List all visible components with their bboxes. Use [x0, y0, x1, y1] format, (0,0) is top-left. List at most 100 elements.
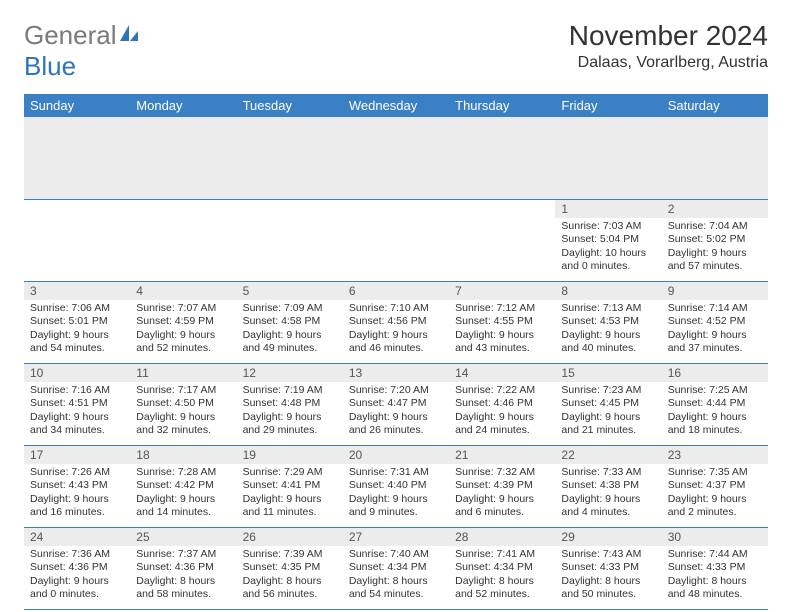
day-number: 7 — [449, 282, 555, 300]
day-number: 19 — [237, 446, 343, 464]
day-details: Sunrise: 7:39 AMSunset: 4:35 PMDaylight:… — [237, 546, 343, 607]
day-details: Sunrise: 7:03 AMSunset: 5:04 PMDaylight:… — [555, 218, 661, 279]
day-number: 12 — [237, 364, 343, 382]
day-details: Sunrise: 7:10 AMSunset: 4:56 PMDaylight:… — [343, 300, 449, 361]
day-number: 27 — [343, 528, 449, 546]
calendar-day: 12Sunrise: 7:19 AMSunset: 4:48 PMDayligh… — [237, 363, 343, 445]
day-details: Sunrise: 7:23 AMSunset: 4:45 PMDaylight:… — [555, 382, 661, 443]
day-number: 28 — [449, 528, 555, 546]
calendar-day — [237, 199, 343, 281]
day-details: Sunrise: 7:36 AMSunset: 4:36 PMDaylight:… — [24, 546, 130, 607]
day-number: 18 — [130, 446, 236, 464]
calendar-day — [449, 199, 555, 281]
calendar-day: 23Sunrise: 7:35 AMSunset: 4:37 PMDayligh… — [662, 445, 768, 527]
day-details: Sunrise: 7:35 AMSunset: 4:37 PMDaylight:… — [662, 464, 768, 525]
calendar-day: 8Sunrise: 7:13 AMSunset: 4:53 PMDaylight… — [555, 281, 661, 363]
calendar-body: 1Sunrise: 7:03 AMSunset: 5:04 PMDaylight… — [24, 199, 768, 609]
calendar-day: 17Sunrise: 7:26 AMSunset: 4:43 PMDayligh… — [24, 445, 130, 527]
calendar-day: 11Sunrise: 7:17 AMSunset: 4:50 PMDayligh… — [130, 363, 236, 445]
day-header-row: SundayMondayTuesdayWednesdayThursdayFrid… — [24, 94, 768, 117]
calendar-day: 10Sunrise: 7:16 AMSunset: 4:51 PMDayligh… — [24, 363, 130, 445]
day-details: Sunrise: 7:06 AMSunset: 5:01 PMDaylight:… — [24, 300, 130, 361]
day-details: Sunrise: 7:41 AMSunset: 4:34 PMDaylight:… — [449, 546, 555, 607]
day-number: 2 — [662, 200, 768, 218]
calendar-day: 20Sunrise: 7:31 AMSunset: 4:40 PMDayligh… — [343, 445, 449, 527]
day-details: Sunrise: 7:16 AMSunset: 4:51 PMDaylight:… — [24, 382, 130, 443]
day-header: Wednesday — [343, 94, 449, 117]
day-details: Sunrise: 7:25 AMSunset: 4:44 PMDaylight:… — [662, 382, 768, 443]
day-header: Tuesday — [237, 94, 343, 117]
day-number: 15 — [555, 364, 661, 382]
day-details: Sunrise: 7:26 AMSunset: 4:43 PMDaylight:… — [24, 464, 130, 525]
calendar-day: 27Sunrise: 7:40 AMSunset: 4:34 PMDayligh… — [343, 527, 449, 609]
calendar-day: 19Sunrise: 7:29 AMSunset: 4:41 PMDayligh… — [237, 445, 343, 527]
calendar-day: 28Sunrise: 7:41 AMSunset: 4:34 PMDayligh… — [449, 527, 555, 609]
day-number: 29 — [555, 528, 661, 546]
title-block: November 2024 Dalaas, Vorarlberg, Austri… — [569, 20, 768, 72]
day-number: 1 — [555, 200, 661, 218]
location: Dalaas, Vorarlberg, Austria — [569, 54, 768, 72]
day-details: Sunrise: 7:40 AMSunset: 4:34 PMDaylight:… — [343, 546, 449, 607]
calendar-day: 9Sunrise: 7:14 AMSunset: 4:52 PMDaylight… — [662, 281, 768, 363]
day-details: Sunrise: 7:32 AMSunset: 4:39 PMDaylight:… — [449, 464, 555, 525]
calendar-day: 21Sunrise: 7:32 AMSunset: 4:39 PMDayligh… — [449, 445, 555, 527]
calendar-day: 7Sunrise: 7:12 AMSunset: 4:55 PMDaylight… — [449, 281, 555, 363]
day-details: Sunrise: 7:44 AMSunset: 4:33 PMDaylight:… — [662, 546, 768, 607]
day-number: 25 — [130, 528, 236, 546]
header: GeneralBlue November 2024 Dalaas, Vorarl… — [24, 20, 768, 82]
day-details: Sunrise: 7:12 AMSunset: 4:55 PMDaylight:… — [449, 300, 555, 361]
day-details: Sunrise: 7:09 AMSunset: 4:58 PMDaylight:… — [237, 300, 343, 361]
calendar-week: 24Sunrise: 7:36 AMSunset: 4:36 PMDayligh… — [24, 527, 768, 609]
calendar-day: 14Sunrise: 7:22 AMSunset: 4:46 PMDayligh… — [449, 363, 555, 445]
day-number: 4 — [130, 282, 236, 300]
day-header: Monday — [130, 94, 236, 117]
calendar-week: 1Sunrise: 7:03 AMSunset: 5:04 PMDaylight… — [24, 199, 768, 281]
calendar-day: 6Sunrise: 7:10 AMSunset: 4:56 PMDaylight… — [343, 281, 449, 363]
day-details: Sunrise: 7:13 AMSunset: 4:53 PMDaylight:… — [555, 300, 661, 361]
calendar-day: 25Sunrise: 7:37 AMSunset: 4:36 PMDayligh… — [130, 527, 236, 609]
day-details: Sunrise: 7:31 AMSunset: 4:40 PMDaylight:… — [343, 464, 449, 525]
calendar-day: 1Sunrise: 7:03 AMSunset: 5:04 PMDaylight… — [555, 199, 661, 281]
calendar-day: 2Sunrise: 7:04 AMSunset: 5:02 PMDaylight… — [662, 199, 768, 281]
day-number: 24 — [24, 528, 130, 546]
day-number: 9 — [662, 282, 768, 300]
day-header: Friday — [555, 94, 661, 117]
calendar-table: SundayMondayTuesdayWednesdayThursdayFrid… — [24, 94, 768, 610]
day-number: 11 — [130, 364, 236, 382]
day-number: 16 — [662, 364, 768, 382]
day-details: Sunrise: 7:33 AMSunset: 4:38 PMDaylight:… — [555, 464, 661, 525]
day-details: Sunrise: 7:17 AMSunset: 4:50 PMDaylight:… — [130, 382, 236, 443]
day-details: Sunrise: 7:28 AMSunset: 4:42 PMDaylight:… — [130, 464, 236, 525]
calendar-day: 3Sunrise: 7:06 AMSunset: 5:01 PMDaylight… — [24, 281, 130, 363]
day-number: 3 — [24, 282, 130, 300]
calendar-day: 30Sunrise: 7:44 AMSunset: 4:33 PMDayligh… — [662, 527, 768, 609]
month-title: November 2024 — [569, 20, 768, 52]
calendar-day: 22Sunrise: 7:33 AMSunset: 4:38 PMDayligh… — [555, 445, 661, 527]
header-separator — [24, 117, 768, 199]
day-number: 13 — [343, 364, 449, 382]
day-details: Sunrise: 7:19 AMSunset: 4:48 PMDaylight:… — [237, 382, 343, 443]
calendar-day: 5Sunrise: 7:09 AMSunset: 4:58 PMDaylight… — [237, 281, 343, 363]
calendar-day: 29Sunrise: 7:43 AMSunset: 4:33 PMDayligh… — [555, 527, 661, 609]
day-details: Sunrise: 7:20 AMSunset: 4:47 PMDaylight:… — [343, 382, 449, 443]
calendar-week: 10Sunrise: 7:16 AMSunset: 4:51 PMDayligh… — [24, 363, 768, 445]
calendar-day: 24Sunrise: 7:36 AMSunset: 4:36 PMDayligh… — [24, 527, 130, 609]
calendar-day — [24, 199, 130, 281]
calendar-day — [343, 199, 449, 281]
calendar-week: 3Sunrise: 7:06 AMSunset: 5:01 PMDaylight… — [24, 281, 768, 363]
calendar-day: 16Sunrise: 7:25 AMSunset: 4:44 PMDayligh… — [662, 363, 768, 445]
day-number: 30 — [662, 528, 768, 546]
day-header: Sunday — [24, 94, 130, 117]
day-number: 23 — [662, 446, 768, 464]
day-number: 20 — [343, 446, 449, 464]
day-header: Thursday — [449, 94, 555, 117]
day-number: 22 — [555, 446, 661, 464]
calendar-day — [130, 199, 236, 281]
day-details: Sunrise: 7:22 AMSunset: 4:46 PMDaylight:… — [449, 382, 555, 443]
calendar-day: 26Sunrise: 7:39 AMSunset: 4:35 PMDayligh… — [237, 527, 343, 609]
day-number: 6 — [343, 282, 449, 300]
day-details: Sunrise: 7:07 AMSunset: 4:59 PMDaylight:… — [130, 300, 236, 361]
calendar-day: 13Sunrise: 7:20 AMSunset: 4:47 PMDayligh… — [343, 363, 449, 445]
calendar-day: 4Sunrise: 7:07 AMSunset: 4:59 PMDaylight… — [130, 281, 236, 363]
day-number: 8 — [555, 282, 661, 300]
